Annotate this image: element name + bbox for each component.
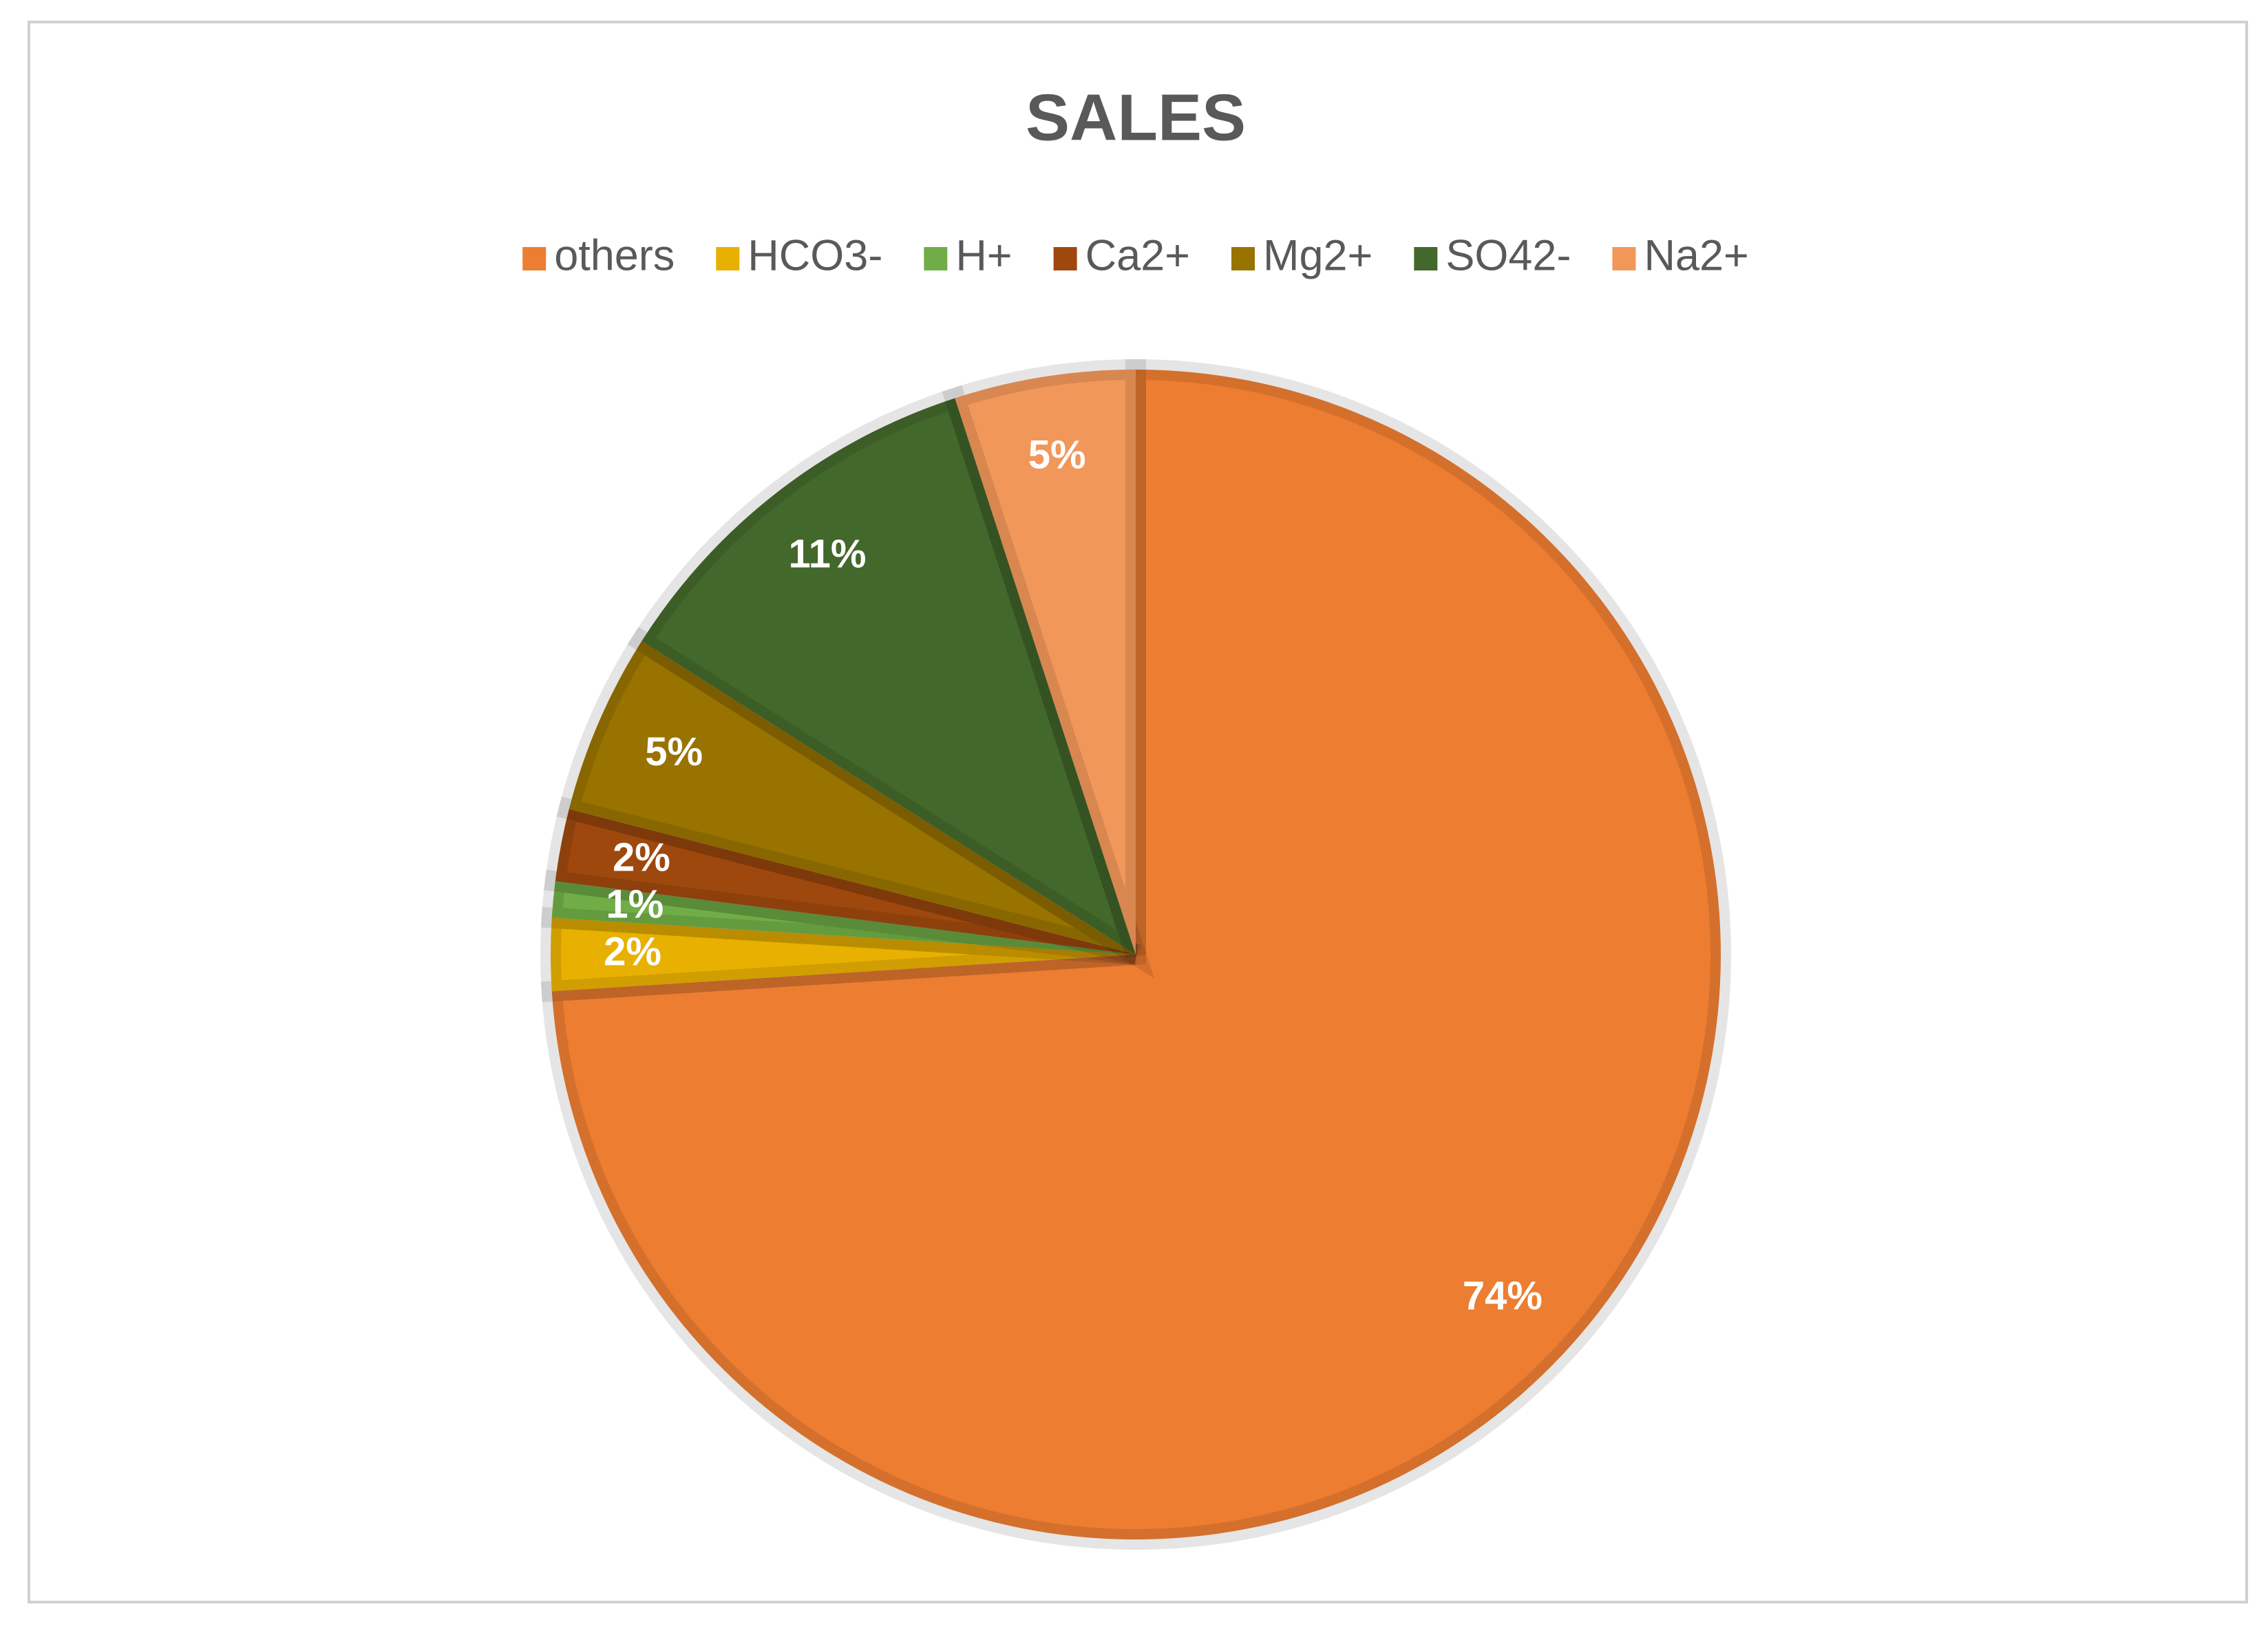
legend-label: SO42-: [1445, 232, 1571, 280]
pie-slice: [540, 869, 1137, 965]
pie-slice: [942, 359, 1146, 958]
data-label: 74%: [1463, 1274, 1543, 1319]
legend-swatch: [522, 247, 547, 270]
pie: [540, 359, 1731, 1550]
legend-label: Ca2+: [1085, 232, 1190, 280]
legend-item: Na2+: [1612, 232, 1749, 280]
chart-title: SALES: [1026, 81, 1246, 154]
legend-label: others: [554, 232, 675, 280]
legend-item: SO42-: [1414, 232, 1571, 280]
legend-item: Ca2+: [1053, 232, 1190, 280]
legend-item: others: [522, 232, 675, 280]
legend-item: HCO3-: [716, 232, 882, 280]
data-label: 2%: [613, 835, 670, 880]
legend-item: Mg2+: [1231, 232, 1373, 280]
legend-swatch: [924, 247, 948, 270]
data-label: 5%: [645, 729, 703, 774]
data-labels: 74% 2%1%2% 5% 11% 5%: [604, 432, 1543, 1318]
data-label: 1%: [606, 882, 664, 927]
legend-item: H+: [924, 232, 1013, 280]
legend-label: Na2+: [1644, 232, 1748, 280]
pie-slice: [543, 796, 1138, 965]
legend-label: Mg2+: [1263, 232, 1373, 280]
legend: others HCO3- H+ Ca2+ Mg2+ SO42- Na2+: [522, 232, 1749, 280]
pie-slice: [540, 359, 1731, 1550]
pie-slice: [556, 626, 1142, 965]
legend-swatch: [716, 247, 740, 270]
legend-label: H+: [955, 232, 1012, 280]
legend-swatch: [1414, 247, 1438, 270]
legend-label: HCO3-: [748, 232, 882, 280]
pie-slice: [540, 906, 1136, 1003]
data-label: 5%: [1028, 432, 1086, 477]
pie-slice: [627, 385, 1155, 979]
data-label: 2%: [604, 929, 661, 974]
legend-swatch: [1612, 247, 1636, 270]
data-label: 11%: [789, 532, 867, 577]
legend-swatch: [1231, 247, 1255, 270]
legend-swatch: [1053, 247, 1077, 270]
